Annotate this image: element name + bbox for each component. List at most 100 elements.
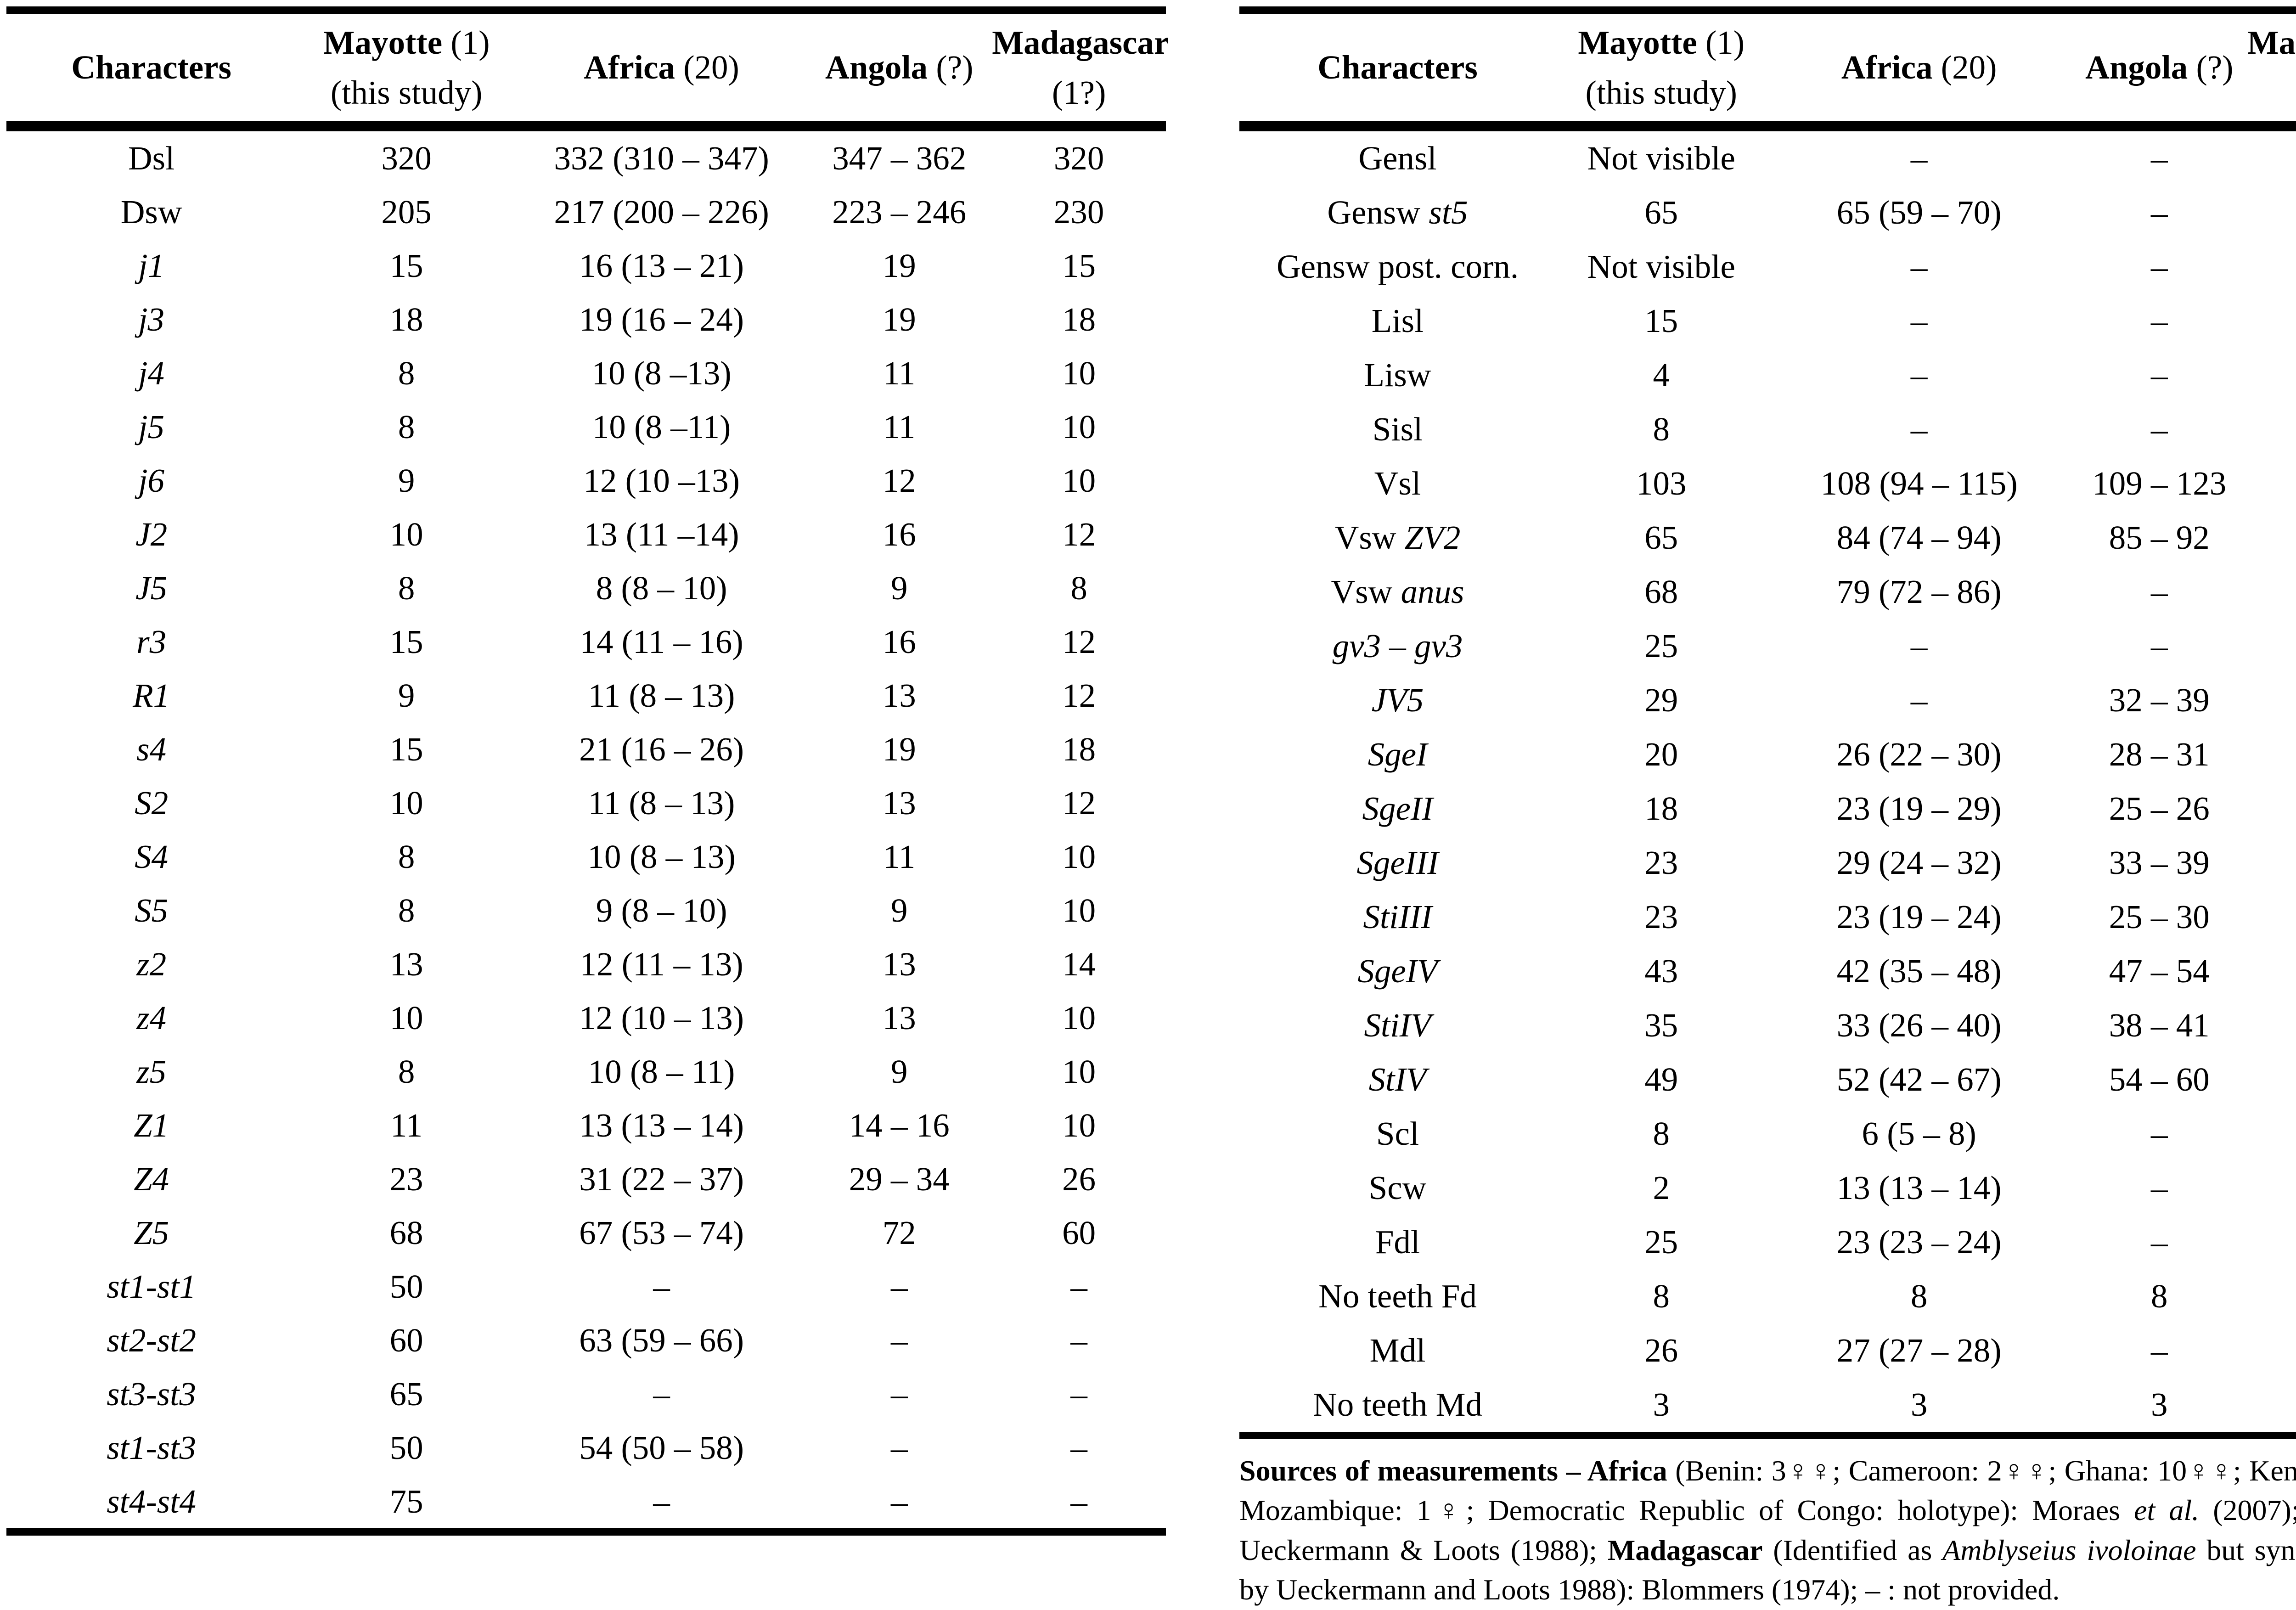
table-row: Fdl 25 23 (23 – 24) – 25 [1239, 1215, 2296, 1269]
header-line: Madagascar [992, 17, 1169, 68]
value-cell: – [2247, 627, 2296, 665]
value-cell: 29 – 34 [849, 1160, 950, 1198]
value-cell: 6 (5 – 8) [1862, 1115, 1976, 1152]
value-cell: 14 [1062, 945, 1096, 983]
value-cell: 8 [1653, 1278, 1670, 1315]
value-cell: – [1910, 627, 1928, 664]
column-header: Characters [6, 42, 296, 93]
value-cell: – [2247, 248, 2296, 286]
measurements-table-right: Characters Mayotte (1) (this study) Africa … [1239, 6, 2296, 1610]
value-cell: – [2151, 627, 2168, 664]
header-text: Mayotte [1578, 23, 1697, 61]
header-line: Angola (?) [806, 42, 992, 93]
row-label-text: z2 [136, 945, 167, 983]
value-cell: – [2247, 302, 2296, 340]
value-cell: 12 [1062, 676, 1096, 714]
value-cell: – [2151, 302, 2168, 339]
table-rule-top [1239, 6, 2296, 14]
value-cell: – [2247, 898, 2296, 936]
header-text: (1?) [1052, 74, 1106, 111]
value-cell: 29 (24 – 32) [1836, 844, 2002, 881]
value-cell: – [2247, 356, 2296, 394]
row-label-text: j5 [138, 408, 165, 445]
value-cell: 108 (94 – 115) [1820, 465, 2018, 502]
row-label-text: ZV2 [1404, 519, 1461, 556]
footnote-text: : Ueckermann & Loots (1988); [1239, 1533, 1598, 1566]
value-cell: 15 [389, 247, 423, 284]
table-row: Sisl 8 – – – [1239, 402, 2296, 456]
table-row: z4 10 12 (10 – 13) 13 10 [6, 991, 1166, 1045]
row-label-text: j1 [138, 247, 165, 284]
footnote-text: et al. [2134, 1494, 2200, 1527]
row-label-text: Lisl [1371, 302, 1424, 339]
column-header: Madagascar (1?) [992, 17, 1169, 118]
header-text: Africa [584, 49, 675, 86]
value-cell: 10 [389, 999, 423, 1036]
value-cell: 10 [1062, 1053, 1096, 1090]
table-row: Gensw st5 65 65 (59 – 70) – – [1239, 186, 2296, 240]
value-cell: 12 (10 –13) [583, 462, 740, 499]
value-cell: 8 [1653, 411, 1670, 448]
measurements-table-left: Characters Mayotte (1) (this study) Africa … [6, 6, 1169, 1536]
value-cell: 320 [1053, 139, 1104, 177]
row-label-text: Scw [1368, 1169, 1427, 1206]
value-cell: 43 [1644, 952, 1678, 990]
table-row: st2-st2 60 63 (59 – 66) – – [6, 1313, 1166, 1367]
value-cell: 11 [390, 1106, 423, 1144]
value-cell: 21 (16 – 26) [579, 730, 744, 768]
header-text: Characters [71, 49, 231, 86]
table-row: j5 8 10 (8 –11) 11 10 [6, 400, 1166, 454]
table-body: Dsl 320 332 (310 – 347) 347 – 362 320 Dsw 205 2… [6, 131, 1166, 1528]
value-cell: 19 [882, 247, 916, 284]
column-header: Angola (?) [806, 42, 992, 93]
row-label: Sisl [1239, 410, 1556, 449]
table-row: No teeth Fd 8 8 8 8 [1239, 1269, 2296, 1323]
row-label-text: S5 [135, 891, 169, 929]
row-label: No teeth Fd [1239, 1277, 1556, 1316]
row-label-text: SgeIII [1356, 844, 1439, 881]
row-label: Gensw post. corn. [1239, 248, 1556, 286]
value-cell: 9 [398, 462, 415, 499]
header-text: Africa [1841, 49, 1933, 86]
header-line: Characters [6, 42, 296, 93]
row-label-text: Dsw [120, 193, 182, 231]
value-cell: – [2247, 139, 2296, 178]
row-label-text: SgeII [1362, 790, 1433, 827]
value-cell: 12 [1062, 515, 1096, 553]
value-cell: 23 [1644, 844, 1678, 881]
row-label: S4 [6, 838, 296, 876]
value-cell: 8 (8 – 10) [596, 569, 727, 607]
value-cell: – [2247, 573, 2296, 611]
table-body: Gensl Not visible – – – Gensw st5 65 65 (59 – 7… [1239, 131, 2296, 1432]
row-label-text: Gensl [1358, 140, 1437, 177]
header-text: Madagascar [992, 23, 1169, 61]
value-cell: 11 [883, 408, 916, 445]
row-label: Gensw st5 [1239, 193, 1556, 232]
row-label: R1 [6, 676, 296, 715]
table-footnote: Sources of measurements – Africa (Benin:… [1239, 1451, 2296, 1610]
row-label: StIV [1239, 1060, 1556, 1099]
row-label-text: s4 [136, 730, 167, 768]
row-label-text: Fdl [1375, 1223, 1420, 1261]
value-cell: Not visible [1587, 140, 1735, 177]
value-cell: 14 – 16 [849, 1106, 950, 1144]
value-cell: 10 [1062, 462, 1096, 499]
row-label: Vsw anus [1239, 573, 1556, 611]
value-cell: 12 (10 – 13) [579, 999, 744, 1036]
value-cell: 72 [882, 1214, 916, 1251]
table-row: StiIII 23 23 (19 – 24) 25 – 30– [1239, 890, 2296, 944]
value-cell: 10 [389, 784, 423, 822]
row-label-text: Scl [1376, 1115, 1419, 1152]
value-cell: 11 (8 – 13) [588, 784, 735, 822]
table-row: Dsw 205 217 (200 – 226) 223 – 246 230 [6, 185, 1166, 239]
row-label: st2-st2 [6, 1321, 296, 1360]
row-label-text: J5 [135, 569, 168, 607]
value-cell: 65 [1644, 519, 1678, 556]
value-cell: – [1070, 1375, 1087, 1413]
value-cell: – [891, 1321, 908, 1359]
value-cell: 9 [891, 891, 908, 929]
value-cell: – [2151, 1115, 2168, 1152]
value-cell: 8 [1910, 1278, 1928, 1315]
value-cell: – [1070, 1321, 1087, 1359]
value-cell: – [653, 1267, 670, 1305]
